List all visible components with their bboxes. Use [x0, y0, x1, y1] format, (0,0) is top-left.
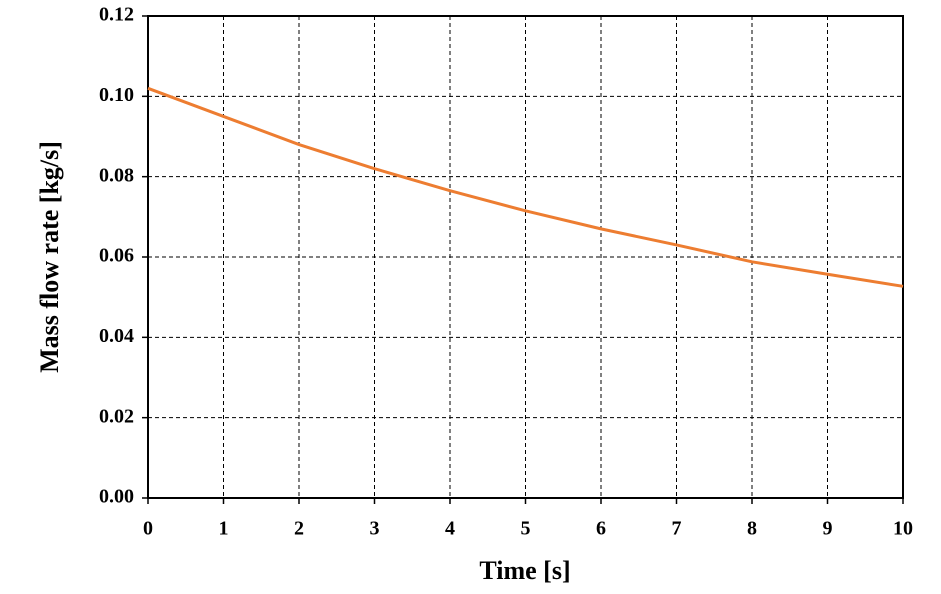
x-tick-label: 7 — [672, 518, 682, 540]
x-tick-label: 3 — [370, 518, 380, 540]
y-tick-label: 0.02 — [99, 405, 134, 427]
y-tick-label: 0.00 — [99, 486, 134, 508]
x-tick-label: 9 — [823, 518, 833, 540]
x-tick-label: 5 — [521, 518, 531, 540]
x-tick-label: 8 — [747, 518, 757, 540]
y-tick-label: 0.08 — [99, 164, 134, 186]
y-tick-label: 0.12 — [99, 4, 134, 26]
y-tick-label: 0.04 — [99, 325, 134, 347]
x-tick-label: 6 — [596, 518, 606, 540]
x-tick-label: 0 — [143, 518, 153, 540]
x-tick-label: 1 — [219, 518, 229, 540]
y-tick-label: 0.10 — [99, 84, 134, 106]
data-line — [147, 86, 904, 288]
x-tick-label: 10 — [893, 518, 913, 540]
y-tick-label: 0.06 — [99, 245, 134, 267]
y-axis-title: Mass flow rate [kg/s] — [35, 141, 64, 373]
x-tick-label: 4 — [445, 518, 455, 540]
x-tick-label: 2 — [294, 518, 304, 540]
plot-frame — [147, 15, 904, 499]
x-axis-title: Time [s] — [479, 556, 570, 585]
